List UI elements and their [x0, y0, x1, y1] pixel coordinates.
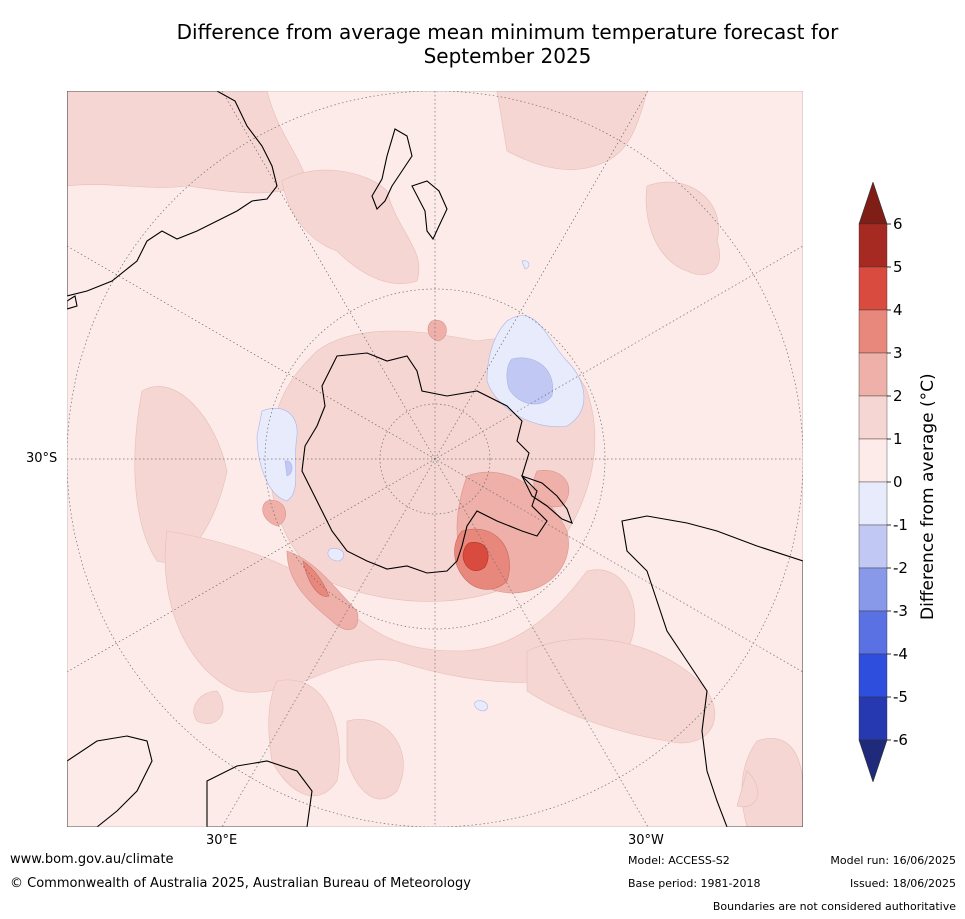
australia-coast [67, 91, 278, 297]
title-line-2: September 2025 [423, 44, 592, 68]
colorbar-svg: 6 5 4 3 2 1 0 -1 -2 -3 -4 -5 -6 [858, 181, 908, 783]
colorbar-bin [858, 223, 888, 268]
colorbar-bin [858, 481, 888, 526]
colorbar-label: Difference from average (°C) [918, 373, 938, 620]
anomaly-below-average-region [256, 260, 585, 712]
madagascar-coast [206, 760, 313, 827]
colorbar-tick-label: 2 [893, 387, 903, 405]
colorbar-bin [858, 567, 888, 612]
colorbar-bin [858, 352, 888, 397]
title-line-1: Difference from average mean minimum tem… [176, 20, 839, 44]
colorbar-tick-label: -5 [893, 688, 908, 706]
footer-copyright: © Commonwealth of Australia 2025, Austra… [10, 876, 471, 891]
antarctica-coast [301, 352, 548, 574]
colorbar-bin [858, 696, 888, 741]
tasmania-coast [67, 295, 78, 310]
graticule [67, 91, 803, 827]
forecast-map[interactable] [67, 91, 803, 827]
footer-url[interactable]: www.bom.gov.au/climate [10, 852, 174, 867]
longitude-label-30w: 30°W [628, 833, 664, 848]
colorbar-tick-label: -2 [893, 559, 908, 577]
new-zealand-coast [371, 128, 413, 210]
colorbar-bin [858, 438, 888, 483]
map-title: Difference from average mean minimum tem… [60, 20, 955, 68]
latitude-label-30s: 30°S [26, 451, 58, 466]
colorbar-bin [858, 610, 888, 655]
south-america-coast [621, 515, 803, 827]
latitude-circle-mid [264, 288, 606, 630]
footer-model: Model: ACCESS-S2 [628, 854, 730, 867]
meridian-60w [67, 245, 803, 673]
africa-coast [67, 735, 153, 827]
colorbar-tick-label: -1 [893, 516, 908, 534]
footer-disclaimer: Boundaries are not considered authoritat… [712, 900, 956, 913]
longitude-label-30e: 30°E [206, 833, 238, 848]
footer-base-period: Base period: 1981-2018 [628, 877, 761, 890]
colorbar-tick-label: 6 [893, 215, 903, 233]
anomaly-4-to-5-region [462, 542, 489, 571]
colorbar-tick-label: 1 [893, 430, 903, 448]
colorbar-bin [858, 653, 888, 698]
map-canvas [67, 91, 803, 827]
colorbar-bin [858, 309, 888, 354]
colorbar-bin [858, 395, 888, 440]
colorbar-tick-label: 0 [893, 473, 903, 491]
colorbar-extend-max [858, 181, 888, 225]
colorbar-tick-label: 4 [893, 301, 903, 319]
antarctic-peninsula-coast [520, 475, 573, 524]
colorbar: 6 5 4 3 2 1 0 -1 -2 -3 -4 -5 -6 [855, 181, 965, 783]
footer-model-run: Model run: 16/06/2025 [830, 854, 956, 867]
colorbar-tick-label: -6 [893, 731, 908, 749]
colorbar-tick-label: 3 [893, 344, 903, 362]
coastlines [67, 91, 803, 827]
colorbar-extend-min [858, 739, 888, 783]
colorbar-tick-label: 5 [893, 258, 903, 276]
footer-issued: Issued: 18/06/2025 [849, 877, 956, 890]
colorbar-tick-label: -3 [893, 602, 908, 620]
colorbar-bin [858, 524, 888, 569]
colorbar-bin [858, 266, 888, 311]
new-zealand-north-coast [411, 180, 448, 241]
colorbar-tick-label: -4 [893, 645, 908, 663]
